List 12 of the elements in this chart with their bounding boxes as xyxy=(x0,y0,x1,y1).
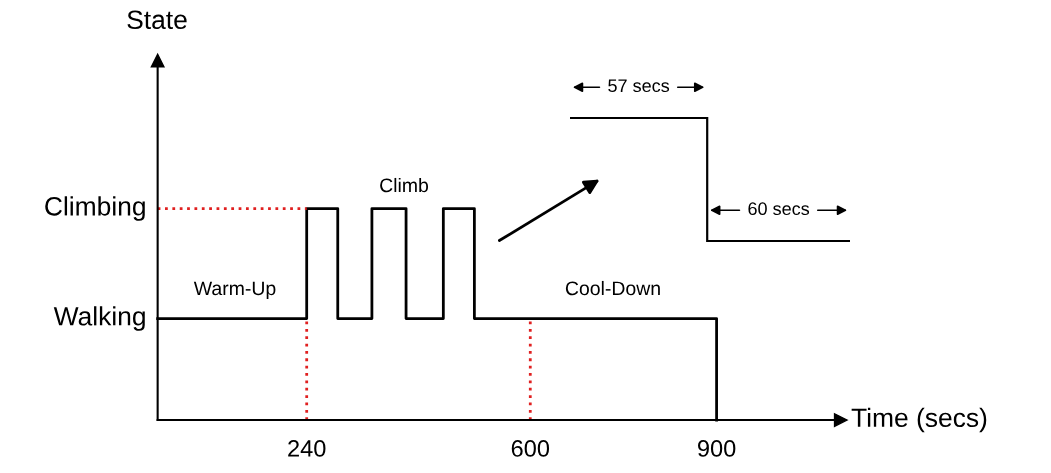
x-tick-label: 240 xyxy=(288,440,326,457)
text: 57 secs xyxy=(608,79,670,93)
annotation: Cool-Down xyxy=(565,280,660,296)
annotation: Warm-Up xyxy=(193,281,276,300)
annotation: Climbing xyxy=(45,196,145,221)
annotation: 60 secs xyxy=(748,202,810,216)
x-tick-label: 900 xyxy=(698,440,736,457)
text: State xyxy=(127,10,187,30)
x-axis-title: Time (secs) xyxy=(851,407,987,433)
annotation: Walking xyxy=(53,306,145,331)
text: Climb xyxy=(380,177,429,193)
x-tick-label: 600 xyxy=(511,440,550,457)
